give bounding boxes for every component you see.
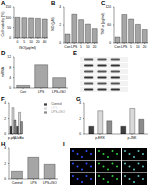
svg-text:20: 20 — [93, 45, 97, 49]
svg-text:LPS+ISO: LPS+ISO — [52, 90, 66, 94]
svg-text:5: 5 — [80, 45, 82, 49]
svg-text:0: 0 — [16, 40, 18, 44]
html-text:TNF-α (pg/ml): TNF-α (pg/ml) — [100, 13, 105, 35]
html-text:I: I — [63, 141, 65, 147]
svg-text:12: 12 — [8, 55, 11, 59]
svg-text:LPS: LPS — [71, 45, 78, 49]
svg-text:150: 150 — [8, 5, 11, 9]
svg-text:p-JNK: p-JNK — [127, 136, 137, 140]
html-text:G: G — [76, 96, 81, 102]
html-text:B: B — [51, 0, 56, 6]
svg-text:LPS: LPS — [121, 45, 128, 49]
html-text:H: H — [1, 141, 6, 147]
html-text:LPS: LPS — [51, 106, 58, 110]
svg-text:Control: Control — [12, 181, 23, 185]
svg-text:4: 4 — [9, 76, 11, 80]
svg-text:Con: Con — [114, 45, 120, 49]
html-text:D: D — [1, 50, 6, 56]
svg-text:8: 8 — [9, 66, 11, 70]
svg-text:60: 60 — [107, 23, 111, 27]
svg-text:4: 4 — [59, 5, 61, 9]
html-text:ISO(μg/ml): ISO(μg/ml) — [19, 46, 36, 50]
svg-text:Con: Con — [20, 90, 26, 94]
svg-text:10: 10 — [86, 45, 90, 49]
html-text:NO (μM): NO (μM) — [50, 17, 55, 31]
svg-text:120: 120 — [105, 5, 111, 9]
svg-text:5: 5 — [130, 45, 132, 49]
html-text:LPS+ISO: LPS+ISO — [51, 110, 65, 114]
svg-text:50: 50 — [8, 26, 11, 30]
svg-text:4: 4 — [79, 101, 81, 106]
svg-text:2: 2 — [59, 23, 61, 27]
svg-text:0: 0 — [79, 132, 81, 136]
svg-text:100: 100 — [8, 16, 11, 20]
svg-text:20: 20 — [36, 40, 40, 44]
svg-text:40: 40 — [43, 40, 47, 44]
svg-text:0: 0 — [109, 41, 111, 45]
html-text:Control: Control — [51, 102, 62, 106]
svg-text:10: 10 — [29, 40, 33, 44]
svg-text:LPS: LPS — [30, 181, 37, 185]
html-text:E: E — [73, 50, 77, 56]
svg-text:0: 0 — [59, 41, 61, 45]
svg-text:p-ERK: p-ERK — [95, 136, 106, 140]
svg-text:10: 10 — [136, 45, 140, 49]
html-text:Cell viability (%): Cell viability (%) — [0, 11, 5, 37]
svg-text:LPS+ISO: LPS+ISO — [43, 181, 57, 185]
svg-text:p-p65: p-p65 — [8, 136, 17, 141]
svg-text:2: 2 — [79, 117, 81, 121]
html-text:C: C — [101, 0, 106, 6]
html-text:F: F — [1, 96, 5, 102]
svg-text:0: 0 — [9, 36, 11, 40]
svg-text:LPS: LPS — [38, 90, 45, 94]
svg-text:0: 0 — [9, 86, 11, 90]
svg-text:p-IκBα: p-IκBα — [14, 136, 24, 140]
html-text:mRNA: mRNA — [0, 66, 5, 77]
html-text:A: A — [1, 0, 6, 6]
svg-text:5: 5 — [23, 40, 25, 44]
svg-text:Con: Con — [64, 45, 70, 49]
